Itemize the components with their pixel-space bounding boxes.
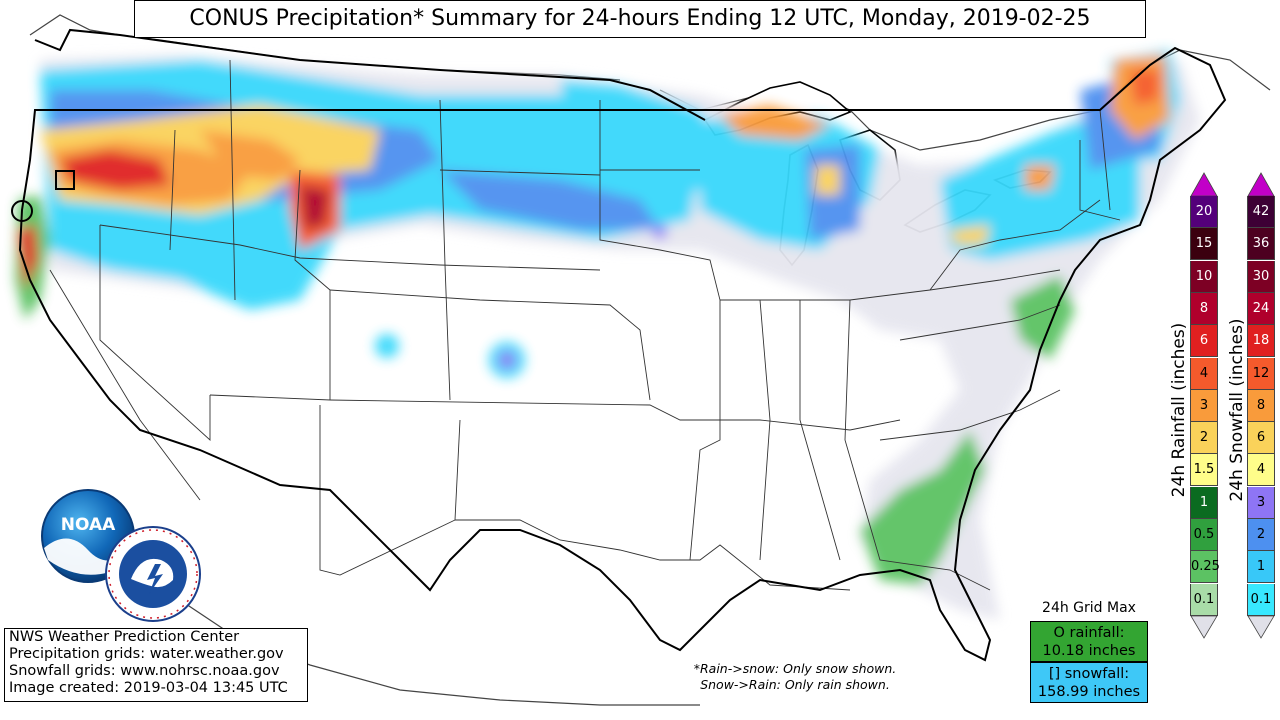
grid-max-rainfall-value: 10.18 inches xyxy=(1042,643,1136,659)
snow-colorbar-level: 18 xyxy=(1247,325,1275,358)
max-rainfall-marker xyxy=(11,200,33,222)
rain-colorbar-level: 1.5 xyxy=(1190,454,1218,487)
snow-colorbar-level: 42 xyxy=(1247,196,1275,228)
snow-colorbar-level: 2 xyxy=(1247,519,1275,551)
snow-colorbar-level: 4 xyxy=(1247,454,1275,487)
rain-colorbar-level: 4 xyxy=(1190,357,1218,390)
noaa-logo-text: NOAA xyxy=(61,515,116,535)
max-snowfall-marker xyxy=(55,170,75,190)
rain-colorbar-bottom-extend xyxy=(1190,615,1218,639)
snow-colorbar-level: 3 xyxy=(1247,486,1275,519)
snow-colorbar-top-extend xyxy=(1247,172,1275,196)
snow-colorbar-level: 30 xyxy=(1247,260,1275,293)
snow-colorbar-label: 24h Snowfall (inches) xyxy=(1227,318,1247,502)
credits-created: Image created: 2019-03-04 13:45 UTC xyxy=(9,680,288,696)
max-markers xyxy=(11,170,75,222)
grid-max-snowfall: [] snowfall: 158.99 inches xyxy=(1030,662,1148,703)
snow-colorbar-level: 24 xyxy=(1247,292,1275,325)
rain-colorbar-level: 3 xyxy=(1190,389,1218,422)
snow-colorbar-level: 0.1 xyxy=(1247,583,1275,616)
snow-colorbar-level: 12 xyxy=(1247,357,1275,390)
nws-logo xyxy=(105,526,201,622)
snow-colorbar-level: 6 xyxy=(1247,422,1275,455)
grid-max-snowfall-label: [] snowfall: xyxy=(1048,666,1130,682)
rain-colorbar-level: 0.5 xyxy=(1190,519,1218,551)
note-line-1: *Rain->snow: Only snow shown. xyxy=(693,661,897,676)
grid-max-rainfall: O rainfall: 10.18 inches xyxy=(1030,621,1148,662)
rain-colorbar-level: 10 xyxy=(1190,260,1218,293)
snow-colorbar-level: 8 xyxy=(1247,389,1275,422)
snow-colorbar-level: 36 xyxy=(1247,228,1275,261)
rain-colorbar-level: 6 xyxy=(1190,325,1218,358)
grid-max-rainfall-label: O rainfall: xyxy=(1053,625,1125,641)
snow-colorbar-level: 1 xyxy=(1247,551,1275,584)
credits-org: NWS Weather Prediction Center xyxy=(9,629,240,645)
map-title: CONUS Precipitation* Summary for 24-hour… xyxy=(134,0,1146,38)
rain-colorbar-level: 15 xyxy=(1190,228,1218,261)
grid-max-snowfall-value: 158.99 inches xyxy=(1037,684,1141,700)
rain-snow-note: *Rain->snow: Only snow shown. Snow->Rain… xyxy=(640,661,950,693)
grid-max-title: 24h Grid Max xyxy=(1042,600,1136,616)
rain-colorbar-level: 1 xyxy=(1190,486,1218,519)
credits-snow-source: Snowfall grids: www.nohrsc.noaa.gov xyxy=(9,663,280,679)
state-borders xyxy=(49,59,1121,591)
note-line-2: Snow->Rain: Only rain shown. xyxy=(700,677,890,692)
us-outline xyxy=(18,28,1227,662)
credits-box: NWS Weather Prediction Center Precipitat… xyxy=(4,628,308,702)
rain-colorbar: 20 15 10 8 6 4 3 2 1.5 1 0.5 0.25 0.1 xyxy=(1190,172,1220,658)
credits-precip-source: Precipitation grids: water.weather.gov xyxy=(9,646,284,662)
rain-colorbar-label: 24h Rainfall (inches) xyxy=(1169,322,1189,498)
rain-colorbar-level: 8 xyxy=(1190,292,1218,325)
rain-colorbar-top-extend xyxy=(1190,172,1218,196)
rain-colorbar-level: 2 xyxy=(1190,422,1218,455)
snow-colorbar-bottom-extend xyxy=(1247,615,1275,639)
rain-colorbar-level: 20 xyxy=(1190,196,1218,228)
rain-colorbar-level: 0.1 xyxy=(1190,583,1218,616)
rain-colorbar-level: 0.25 xyxy=(1190,551,1220,584)
snow-colorbar: 42 36 30 24 18 12 8 6 4 3 2 1 0.1 xyxy=(1247,172,1275,658)
